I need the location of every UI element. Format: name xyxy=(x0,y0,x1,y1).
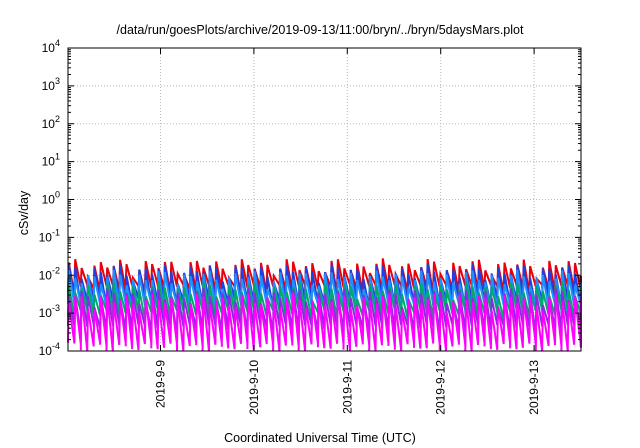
x-tick-label: 2019-9-12 xyxy=(434,360,448,415)
x-tick-label: 2019-9-9 xyxy=(154,360,168,408)
y-tick-label: 10-1 xyxy=(39,227,60,244)
y-tick-label: 10-3 xyxy=(39,303,60,320)
y-tick-label: 10-2 xyxy=(39,265,60,282)
x-axis-title: Coordinated Universal Time (UTC) xyxy=(224,431,416,445)
x-tick-label: 2019-9-11 xyxy=(340,360,354,414)
series-line xyxy=(67,281,582,320)
series-lines xyxy=(67,258,582,352)
series-line xyxy=(67,292,582,352)
x-tick-label: 2019-9-13 xyxy=(527,360,541,415)
series-line xyxy=(67,269,582,315)
chart-title: /data/run/goesPlots/archive/2019-09-13/1… xyxy=(116,23,524,37)
y-tick-label: 103 xyxy=(42,76,60,93)
y-tick-label: 104 xyxy=(42,38,60,55)
y-tick-label: 10-4 xyxy=(39,341,60,358)
y-tick-label: 102 xyxy=(42,114,60,131)
y-tick-label: 100 xyxy=(42,190,60,207)
x-tick-label: 2019-9-10 xyxy=(247,360,261,415)
y-tick-label: 101 xyxy=(42,152,60,169)
axis-ticks: 10-4 10-3 10-2 10-1 100 101 102 103 104 2019-9-9 2… xyxy=(39,38,581,415)
